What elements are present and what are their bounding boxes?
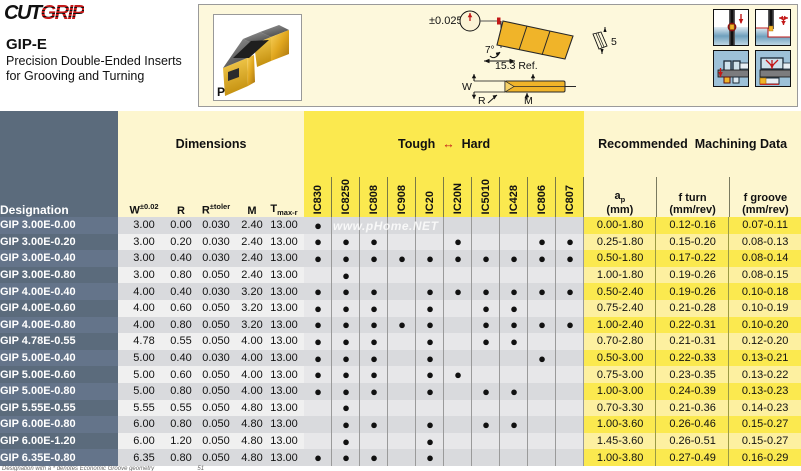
svg-text:15.3 Ref.: 15.3 Ref. — [495, 60, 538, 72]
svg-text:5: 5 — [611, 36, 617, 48]
svg-text:7°: 7° — [485, 45, 495, 56]
svg-text:±0.025: ±0.025 — [429, 15, 463, 27]
svg-text:R: R — [478, 95, 486, 106]
svg-text:W: W — [462, 81, 472, 93]
